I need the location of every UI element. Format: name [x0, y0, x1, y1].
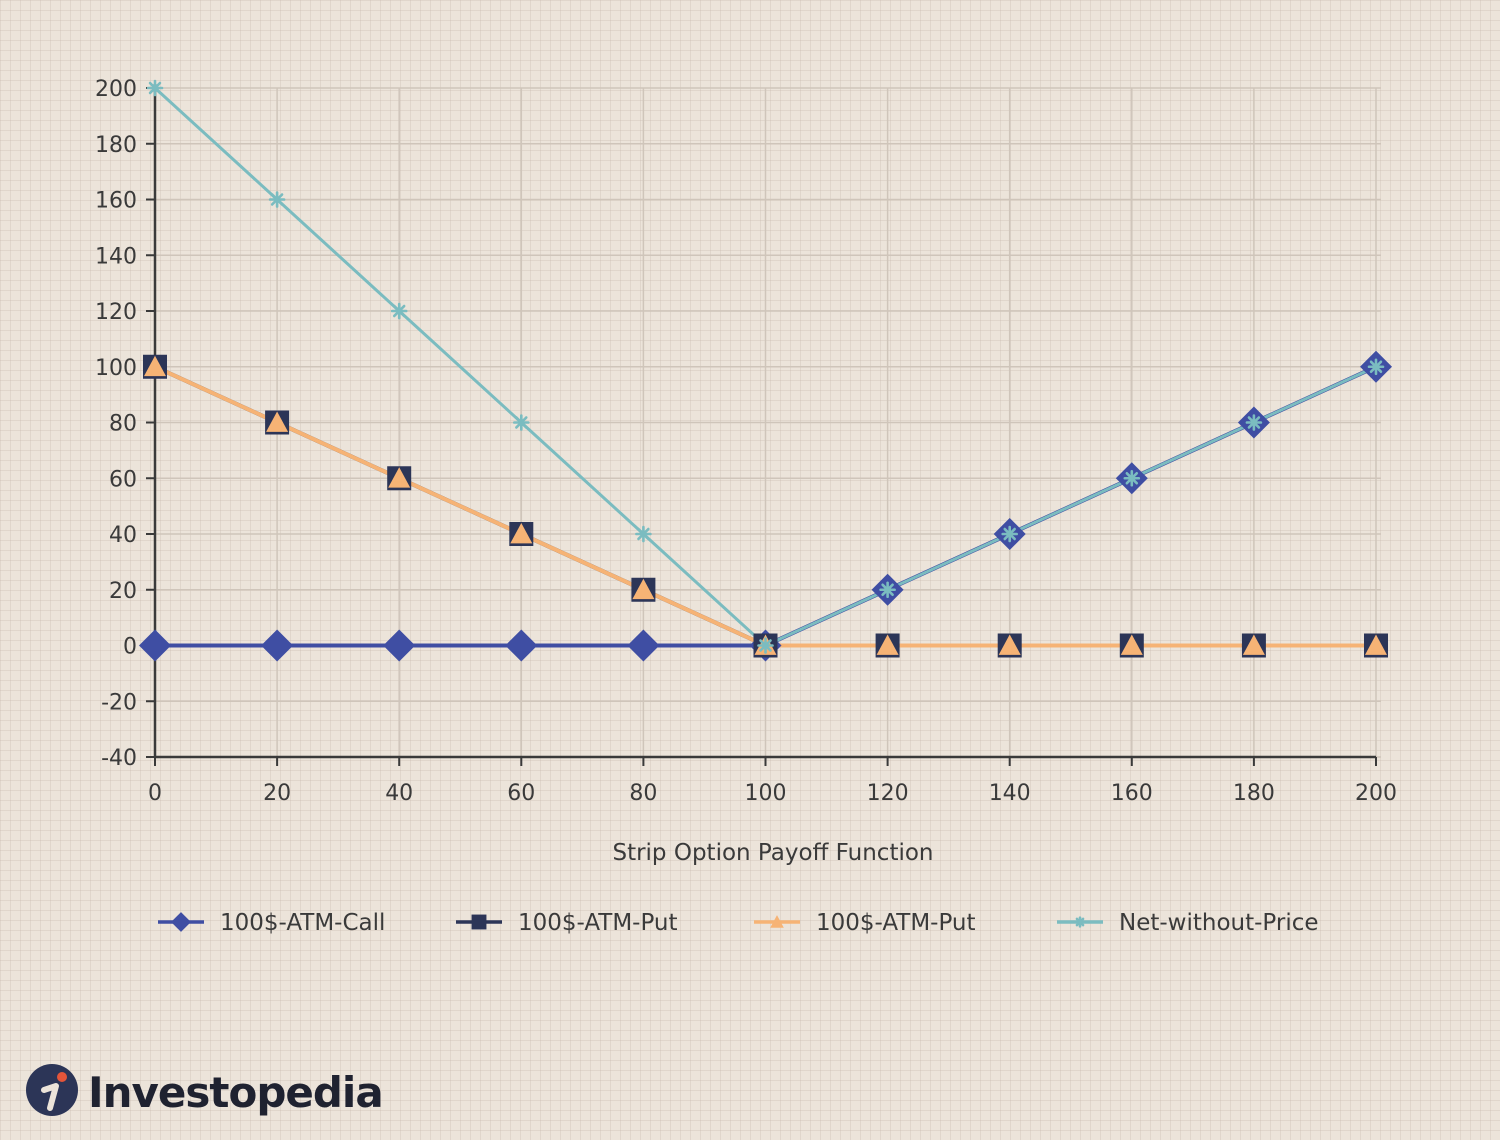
x-tick-label: 40: [385, 781, 413, 806]
data-point-triangle: [144, 355, 166, 377]
legend-triangle-icon: [770, 915, 784, 928]
x-tick-label: 180: [1233, 781, 1275, 806]
investopedia-logo: Investopedia: [26, 1064, 384, 1117]
legend-square-icon: [471, 914, 487, 930]
legend-diamond-icon: [171, 912, 191, 932]
data-point-triangle: [1365, 634, 1387, 655]
tick-labels: -40 -20 0 20 40 60 80 100 120 140 160 180 200 0 20 40 60…: [95, 77, 1397, 806]
x-tick-label: 120: [867, 781, 909, 806]
x-tick-label: 80: [629, 781, 657, 806]
y-tick-label: 40: [109, 523, 137, 548]
x-axis-title: Strip Option Payoff Function: [612, 840, 933, 866]
data-point-asterisk: [879, 581, 896, 599]
legend-label: 100$-ATM-Put: [518, 910, 678, 936]
legend: 100$-ATM-Call 100$-ATM-Put 100$-ATM-Put Net…: [158, 910, 1319, 936]
data-point-triangle: [632, 578, 655, 600]
y-tick-label: -20: [101, 690, 137, 715]
brand-name: Investopedia: [88, 1068, 383, 1117]
x-tick-label: 0: [148, 781, 162, 806]
data-point-asterisk: [146, 79, 164, 97]
legend-asterisk-icon: [1074, 916, 1086, 928]
y-tick-label: 60: [109, 467, 137, 492]
axes: [146, 84, 1377, 766]
legend-label: Net-without-Price: [1119, 910, 1319, 936]
data-point-diamond: [505, 629, 538, 662]
logo-dot-icon: [57, 1072, 67, 1082]
data-point-asterisk: [268, 191, 286, 208]
data-point-triangle: [266, 411, 289, 432]
data-point-asterisk: [1001, 525, 1019, 543]
legend-item-1: 100$-ATM-Put: [456, 910, 678, 936]
data-point-triangle: [1120, 634, 1143, 655]
legend-item-0: 100$-ATM-Call: [158, 910, 385, 936]
data-point-asterisk: [512, 414, 530, 431]
legend-label: 100$-ATM-Put: [816, 910, 976, 936]
data-point-asterisk: [1367, 358, 1385, 376]
data-point-triangle: [510, 523, 533, 544]
y-tick-label: 120: [95, 300, 137, 325]
y-tick-label: 140: [95, 244, 137, 269]
data-point-asterisk: [1123, 469, 1141, 487]
y-tick-label: 80: [109, 412, 137, 437]
y-tick-label: 160: [95, 189, 137, 214]
data-point-triangle: [1242, 634, 1265, 655]
data-point-triangle: [876, 634, 899, 655]
series-markers: [139, 79, 1392, 662]
y-tick-label: 100: [95, 356, 137, 381]
y-tick-label: 20: [109, 579, 137, 604]
x-tick-label: 100: [745, 781, 787, 806]
data-point-asterisk: [635, 525, 652, 543]
data-point-diamond: [383, 629, 416, 662]
y-tick-label: 200: [95, 77, 137, 102]
data-point-triangle: [998, 634, 1021, 655]
x-tick-label: 60: [507, 781, 535, 806]
y-tick-label: 0: [123, 635, 137, 660]
y-tick-label: -40: [101, 746, 137, 771]
legend-label: 100$-ATM-Call: [220, 910, 385, 936]
data-point-diamond: [139, 629, 171, 662]
x-tick-label: 160: [1111, 781, 1153, 806]
y-tick-label: 180: [95, 133, 137, 158]
legend-item-3: Net-without-Price: [1057, 910, 1319, 936]
data-point-diamond: [261, 629, 294, 662]
data-point-asterisk: [757, 637, 774, 654]
data-point-asterisk: [390, 302, 408, 320]
legend-item-2: 100$-ATM-Put: [754, 910, 976, 936]
x-tick-label: 140: [989, 781, 1031, 806]
data-point-triangle: [388, 467, 411, 488]
data-point-diamond: [627, 629, 660, 662]
data-point-asterisk: [1245, 414, 1263, 431]
logo-i-glyph-icon: [41, 1083, 59, 1111]
x-tick-label: 200: [1355, 781, 1397, 806]
x-tick-label: 20: [263, 781, 291, 806]
